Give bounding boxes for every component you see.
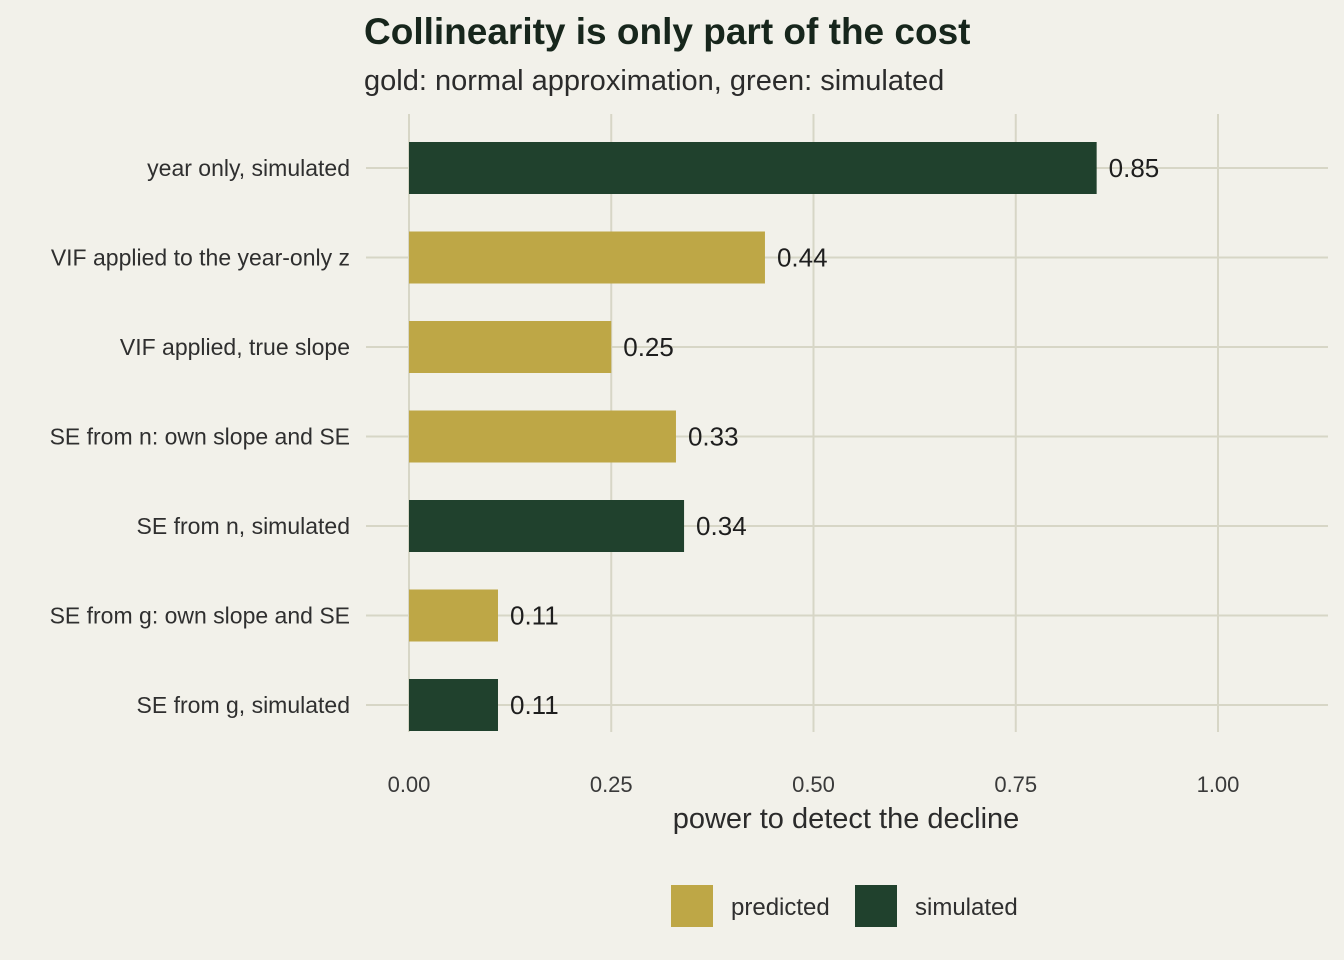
category-label: VIF applied to the year-only z [51,245,350,271]
x-tick-label: 1.00 [1197,772,1240,797]
bars [409,142,1097,731]
bar-simulated [409,142,1097,194]
labels: 0.00 0.25 0.50 0.75 1.00 year only, simulated… [50,153,1240,797]
bar-predicted [409,231,765,284]
x-axis-title: power to detect the decline [673,803,1020,835]
legend-label-simulated: simulated [915,894,1018,921]
bar-predicted [409,410,676,463]
category-label: SE from g: own slope and SE [50,603,350,629]
x-tick-label: 0.25 [590,772,633,797]
category-label: SE from n: own slope and SE [50,424,350,450]
chart-title: Collinearity is only part of the cost [364,11,971,52]
bar-simulated [409,679,498,731]
bar-predicted [409,321,612,373]
category-label: VIF applied, true slope [120,334,350,360]
value-label: 0.25 [623,332,674,362]
value-label: 0.34 [696,511,747,541]
x-tick-label: 0.00 [388,772,431,797]
category-label: year only, simulated [147,155,350,181]
value-label: 0.11 [510,690,559,720]
x-tick-label: 0.50 [792,772,835,797]
category-label: SE from n, simulated [137,513,350,539]
bar-predicted [409,589,498,642]
legend-label-predicted: predicted [731,894,830,921]
value-label: 0.11 [510,601,559,631]
category-label: SE from g, simulated [137,692,350,718]
x-tick-label: 0.75 [994,772,1037,797]
legend-swatch-predicted [671,885,713,927]
value-label: 0.44 [777,243,828,273]
chart-subtitle: gold: normal approximation, green: simul… [364,65,944,97]
legend: predicted simulated [671,885,1018,927]
value-label: 0.85 [1109,153,1160,183]
legend-swatch-simulated [855,885,897,927]
bar-simulated [409,500,685,552]
value-label: 0.33 [688,422,739,452]
